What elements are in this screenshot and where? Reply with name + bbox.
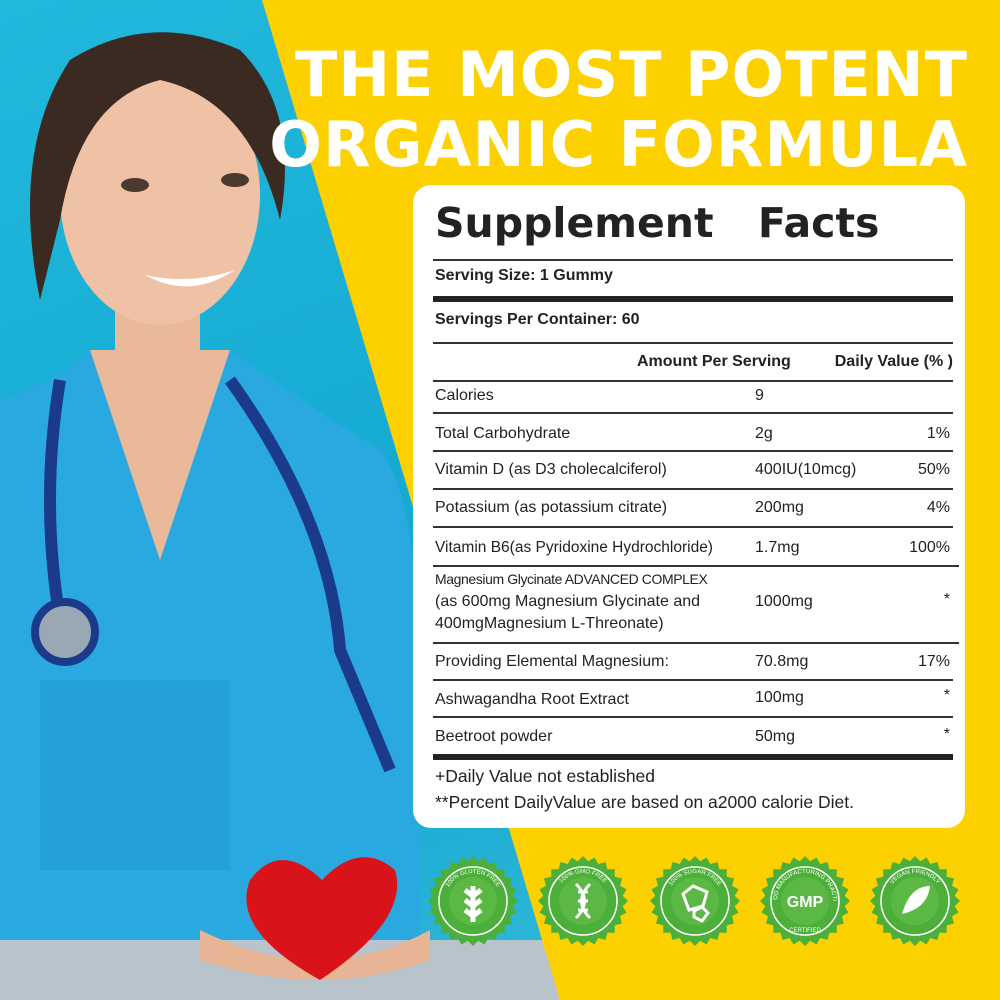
badge-leaf: VEGAN FRIENDLY: [870, 856, 960, 946]
row-dv: 17%: [917, 653, 950, 670]
row-name: Providing Elemental Magnesium:: [435, 653, 669, 670]
row-name: Potassium (as potassium citrate): [435, 499, 668, 516]
row-dv: 4%: [926, 499, 950, 516]
row-amount: 200mg: [755, 499, 804, 516]
dna-icon: [574, 882, 592, 920]
row-name: Total Carbohydrate: [435, 425, 571, 442]
row-name-line-3: 400mgMagnesium L-Threonate): [435, 615, 664, 632]
row-dv: *: [943, 591, 950, 608]
row-name-line-2: (as 600mg Magnesium Glycinate and: [435, 593, 701, 610]
serving-size: Serving Size: 1 Gummy: [435, 267, 613, 284]
servings-per-container: Servings Per Container: 60: [435, 311, 640, 328]
gmp-icon: GMP: [787, 894, 824, 911]
sugar-cube-icon: [681, 884, 710, 923]
badge-gmp: GOOD MANUFACTURING PRACTICEGMPCERTIFIED: [758, 852, 850, 946]
header-amount: Amount Per Serving: [637, 353, 791, 370]
badge-bottom-text: CERTIFIED: [789, 928, 821, 934]
badge-sugar-cube: 100% SUGAR FREE: [650, 856, 740, 946]
supplement-facts-panel: Supplement Facts Serving Size: 1 Gummy S…: [413, 185, 965, 828]
row-amount: 2g: [755, 425, 773, 442]
row-name: Vitamin D (as D3 cholecalciferol): [435, 461, 667, 478]
row-amount: 9: [755, 387, 764, 404]
facts-title: Supplement Facts: [435, 199, 880, 247]
footnote-daily-value: +Daily Value not established: [435, 766, 656, 786]
header-dv: Daily Value (% ): [834, 353, 953, 370]
wheat-icon: [463, 886, 483, 922]
row-dv: 1%: [926, 425, 950, 442]
row-amount: 70.8mg: [755, 653, 809, 670]
badge-wheat: 100% GLUTEN FREE: [428, 856, 518, 946]
row-amount: 100mg: [755, 689, 804, 706]
footnote-percent: **Percent DailyValue are based on a2000 …: [435, 792, 854, 812]
row-name: Beetroot powder: [435, 728, 553, 745]
row-name: Vitamin B6(as Pyridoxine Hydrochloride): [435, 539, 713, 556]
row-amount: 1.7mg: [755, 539, 800, 556]
row-name-line-1: Magnesium Glycinate ADVANCED COMPLEX: [435, 571, 708, 587]
badge-dna: 100% GMO FREE: [538, 856, 628, 946]
row-dv: 50%: [917, 461, 950, 478]
headline-line-2: ORGANIC FORMULA: [269, 108, 968, 181]
headline: THE MOST POTENT ORGANIC FORMULA: [269, 40, 968, 180]
leaf-icon: [902, 886, 930, 914]
row-dv: 100%: [909, 539, 950, 556]
row-amount: 1000mg: [755, 593, 813, 610]
badge-center-text: GMP: [787, 894, 824, 911]
headline-line-1: THE MOST POTENT: [294, 38, 968, 111]
row-amount: 50mg: [755, 728, 796, 745]
row-dv: *: [943, 726, 950, 743]
row-dv: *: [943, 687, 950, 704]
row-amount: 400IU(10mcg): [755, 461, 857, 478]
row-name: Calories: [435, 387, 494, 404]
woman-with-stethoscope-photo: [0, 32, 430, 980]
row-name: Ashwagandha Root Extract: [435, 691, 629, 708]
